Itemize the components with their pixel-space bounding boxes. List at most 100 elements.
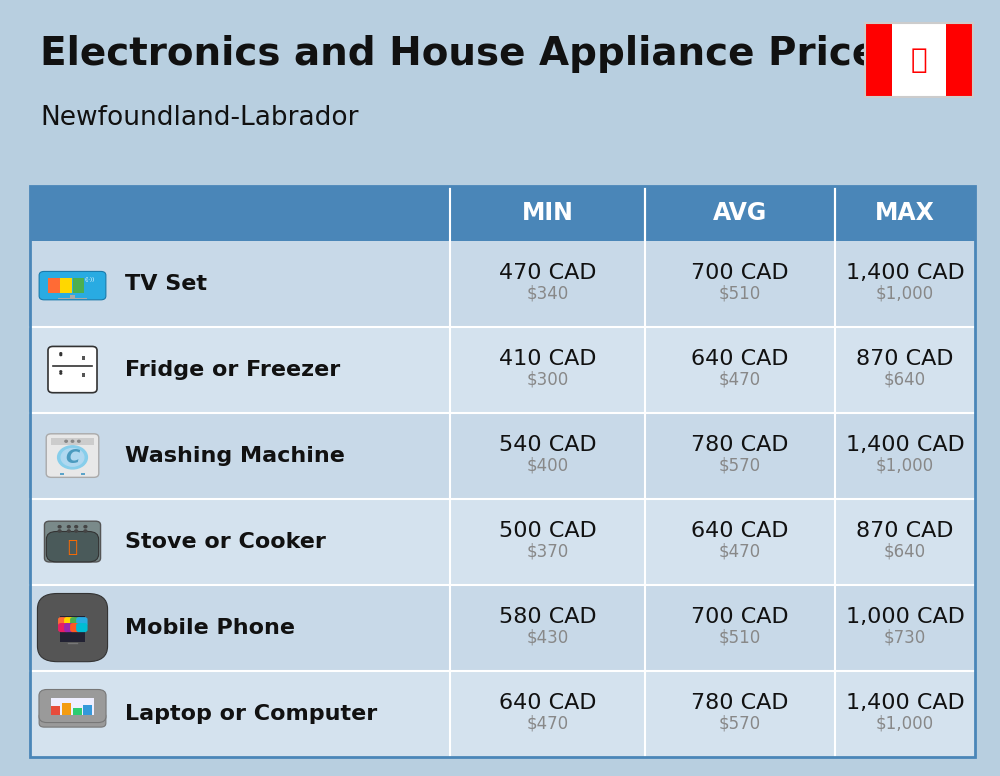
Text: 1,400 CAD: 1,400 CAD bbox=[846, 435, 964, 456]
FancyBboxPatch shape bbox=[70, 623, 82, 632]
Text: 1,400 CAD: 1,400 CAD bbox=[846, 693, 964, 713]
Bar bbox=[30, 670, 975, 757]
Text: C: C bbox=[65, 448, 80, 467]
FancyBboxPatch shape bbox=[70, 296, 75, 299]
Text: 780 CAD: 780 CAD bbox=[691, 435, 789, 456]
Text: 640 CAD: 640 CAD bbox=[691, 349, 789, 369]
Text: 1,000 CAD: 1,000 CAD bbox=[846, 608, 964, 627]
FancyBboxPatch shape bbox=[76, 617, 88, 626]
Circle shape bbox=[75, 530, 78, 532]
Bar bbox=[865, 23, 973, 97]
Text: $470: $470 bbox=[719, 543, 761, 561]
Text: 1,400 CAD: 1,400 CAD bbox=[846, 263, 964, 283]
Bar bbox=[30, 584, 975, 670]
Bar bbox=[51, 706, 60, 715]
Bar bbox=[81, 473, 85, 475]
Text: 580 CAD: 580 CAD bbox=[499, 608, 596, 627]
Bar bbox=[82, 356, 85, 360]
FancyBboxPatch shape bbox=[48, 346, 97, 393]
Bar bbox=[62, 703, 71, 715]
Text: $1,000: $1,000 bbox=[876, 285, 934, 303]
Text: 870 CAD: 870 CAD bbox=[856, 349, 954, 369]
Text: $300: $300 bbox=[526, 371, 569, 389]
Text: ((·)): ((·)) bbox=[84, 277, 95, 282]
Bar bbox=[58, 298, 87, 299]
Bar bbox=[48, 278, 60, 293]
Circle shape bbox=[67, 525, 70, 528]
Bar bbox=[51, 698, 94, 715]
Circle shape bbox=[58, 445, 87, 469]
Circle shape bbox=[58, 525, 61, 528]
FancyBboxPatch shape bbox=[39, 690, 106, 722]
Text: 640 CAD: 640 CAD bbox=[691, 521, 789, 542]
Text: MAX: MAX bbox=[875, 202, 935, 225]
Text: 540 CAD: 540 CAD bbox=[499, 435, 596, 456]
Text: Washing Machine: Washing Machine bbox=[125, 445, 345, 466]
Text: 🔥: 🔥 bbox=[68, 538, 78, 556]
FancyBboxPatch shape bbox=[39, 712, 106, 727]
Bar bbox=[30, 413, 975, 498]
FancyBboxPatch shape bbox=[58, 617, 69, 626]
Text: $570: $570 bbox=[719, 457, 761, 475]
Bar bbox=[30, 186, 975, 241]
Text: Electronics and House Appliance Prices: Electronics and House Appliance Prices bbox=[40, 35, 901, 73]
Bar bbox=[30, 186, 975, 757]
Bar bbox=[85, 278, 96, 293]
FancyBboxPatch shape bbox=[44, 521, 101, 562]
Circle shape bbox=[58, 530, 61, 532]
Text: $470: $470 bbox=[719, 371, 761, 389]
Bar bbox=[73, 278, 84, 293]
Circle shape bbox=[84, 525, 87, 528]
Bar bbox=[60, 616, 85, 642]
Text: 870 CAD: 870 CAD bbox=[856, 521, 954, 542]
Circle shape bbox=[67, 530, 70, 532]
FancyBboxPatch shape bbox=[39, 272, 106, 300]
Circle shape bbox=[65, 440, 67, 442]
Bar bbox=[60, 278, 72, 293]
Text: $730: $730 bbox=[884, 629, 926, 647]
Text: $370: $370 bbox=[526, 543, 569, 561]
Text: $340: $340 bbox=[526, 285, 569, 303]
Text: Mobile Phone: Mobile Phone bbox=[125, 618, 295, 638]
Bar bbox=[51, 438, 94, 445]
Text: AVG: AVG bbox=[713, 202, 767, 225]
Text: MIN: MIN bbox=[522, 202, 573, 225]
Text: 470 CAD: 470 CAD bbox=[499, 263, 596, 283]
Text: $1,000: $1,000 bbox=[876, 715, 934, 733]
Text: $570: $570 bbox=[719, 715, 761, 733]
Text: $640: $640 bbox=[884, 371, 926, 389]
Text: Fridge or Freezer: Fridge or Freezer bbox=[125, 359, 340, 379]
Bar bbox=[73, 708, 82, 715]
FancyBboxPatch shape bbox=[64, 623, 76, 632]
FancyBboxPatch shape bbox=[70, 617, 82, 626]
Text: $510: $510 bbox=[719, 629, 761, 647]
Text: 780 CAD: 780 CAD bbox=[691, 693, 789, 713]
Circle shape bbox=[60, 354, 62, 355]
Text: $640: $640 bbox=[884, 543, 926, 561]
Bar bbox=[83, 705, 92, 715]
Text: 500 CAD: 500 CAD bbox=[499, 521, 596, 542]
Text: $400: $400 bbox=[526, 457, 569, 475]
Bar bbox=[60, 473, 64, 475]
Text: Newfoundland-Labrador: Newfoundland-Labrador bbox=[40, 105, 358, 131]
Bar bbox=[30, 241, 975, 327]
Circle shape bbox=[84, 530, 87, 532]
Circle shape bbox=[71, 440, 74, 442]
Circle shape bbox=[78, 440, 80, 442]
Text: TV Set: TV Set bbox=[125, 274, 207, 293]
Text: 🍁: 🍁 bbox=[911, 46, 927, 74]
Text: Laptop or Computer: Laptop or Computer bbox=[125, 704, 377, 723]
FancyBboxPatch shape bbox=[58, 623, 69, 632]
Circle shape bbox=[60, 371, 62, 372]
Text: 640 CAD: 640 CAD bbox=[499, 693, 596, 713]
Text: 410 CAD: 410 CAD bbox=[499, 349, 596, 369]
FancyBboxPatch shape bbox=[37, 594, 108, 662]
Bar bbox=[30, 498, 975, 584]
FancyBboxPatch shape bbox=[46, 532, 99, 562]
FancyBboxPatch shape bbox=[76, 623, 88, 632]
Text: 700 CAD: 700 CAD bbox=[691, 263, 789, 283]
Bar bbox=[865, 23, 892, 97]
Circle shape bbox=[75, 525, 78, 528]
FancyBboxPatch shape bbox=[46, 434, 99, 477]
FancyBboxPatch shape bbox=[64, 617, 76, 626]
